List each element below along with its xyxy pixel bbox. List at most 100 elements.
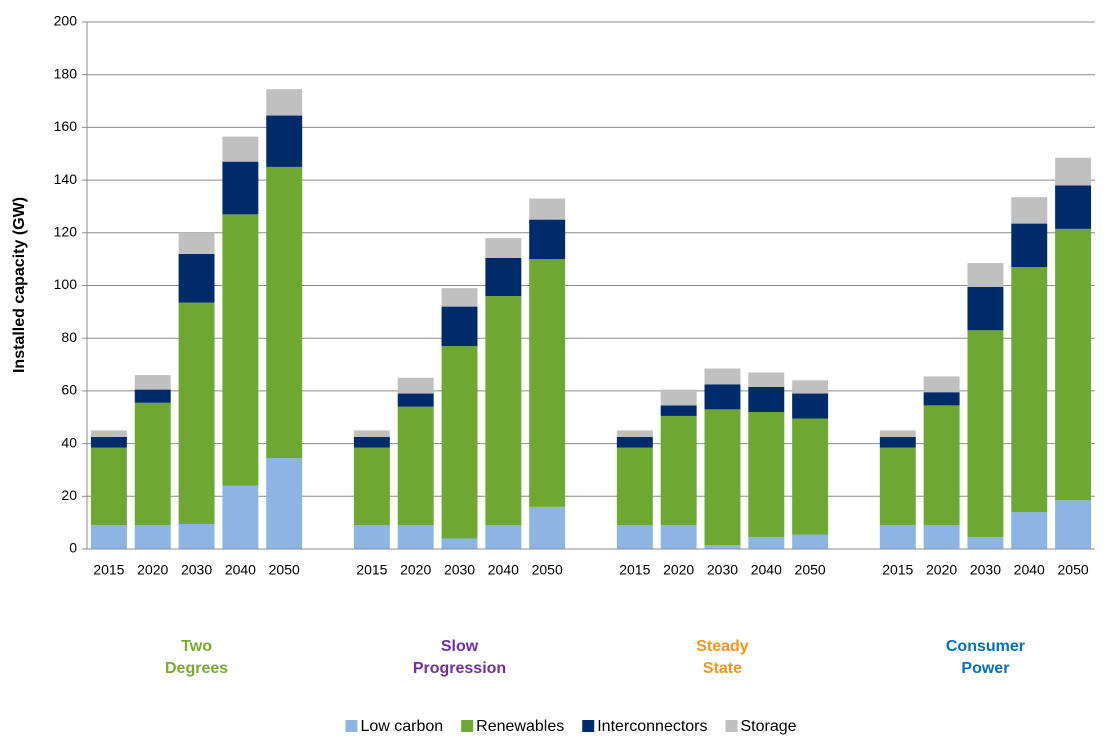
bar-segment [967,286,1004,331]
bar-segment [704,409,741,546]
x-tick-label: 2050 [532,562,563,578]
bar-segment [441,288,478,307]
bar-segment [792,393,829,419]
bar-segment [616,447,653,526]
bar-segment [134,389,171,403]
bar-segment [748,411,785,538]
bar-segment [1011,267,1048,513]
bar-segment [222,136,259,162]
legend-swatch [582,720,595,732]
x-tick-label: 2030 [181,562,212,578]
x-tick-label: 2030 [707,562,738,578]
bar-segment [616,437,653,448]
group-label: Slow Progression [412,638,507,677]
bar-segment [222,214,259,486]
bar-segment [485,296,522,526]
bar-segment [134,402,171,526]
x-tick-label: 2050 [795,562,826,578]
bar-segment [923,376,960,393]
bar-segment [529,506,566,549]
x-tick-label: 2040 [488,562,519,578]
bar-segment [397,377,434,394]
legend-swatch [345,720,358,732]
bar-segment [441,306,478,347]
bar-segment [704,384,741,410]
x-tick-label: 2050 [1058,562,1089,578]
bar-segment [266,115,303,167]
legend-label: Renewables [476,718,564,735]
x-tick-label: 2015 [356,562,387,578]
bar-segment [178,232,215,254]
y-tick-label: 80 [61,329,77,345]
bar-segment [1011,197,1048,224]
bar-segment [90,437,127,448]
bar-segment [485,525,522,549]
bar-segment [792,534,829,549]
x-tick-label: 2030 [970,562,1001,578]
group-label: Steady State [696,638,749,677]
bar-segment [485,238,522,258]
bar-segment [178,302,215,524]
bar-segment [441,538,478,549]
bar-segment [485,257,522,297]
bar-segment [353,437,390,448]
bar-segment [616,430,653,438]
y-tick-label: 60 [61,382,77,398]
bar-segment [704,368,741,385]
bar-segment [1055,185,1092,229]
bar-segment [660,405,697,416]
x-tick-label: 2040 [1014,562,1045,578]
bar-segment [792,418,829,535]
bar-segment [90,447,127,526]
bar-segment [967,537,1004,549]
bar-segment [967,330,1004,538]
bar-segment [134,525,171,549]
legend-swatch [725,720,738,732]
bar-segment [1055,500,1092,549]
bar-segment [1055,228,1092,501]
bar-segment [1011,512,1048,549]
bar-segment [748,386,785,412]
bar-segment [748,372,785,387]
bar-segment [660,415,697,526]
y-tick-label: 100 [54,276,78,292]
bar-segment [923,405,960,526]
bar-segment [879,525,916,549]
group-label: Two Degrees [164,638,229,677]
x-tick-label: 2020 [400,562,431,578]
bar-segment [353,525,390,549]
y-tick-label: 120 [54,224,78,240]
bar-segment [353,430,390,438]
bar-segment [90,430,127,438]
bar-segment [134,375,171,390]
bar-segment [178,523,215,549]
bar-segment [1011,223,1048,268]
bar-segment [441,346,478,539]
x-tick-label: 2050 [269,562,300,578]
legend-label: Interconnectors [597,718,707,735]
y-tick-label: 180 [54,65,78,81]
y-tick-label: 0 [69,540,77,556]
y-axis-label: Installed capacity (GW) [11,197,28,373]
bar-segment [397,525,434,549]
x-tick-label: 2015 [882,562,913,578]
bar-segment [529,198,566,220]
y-tick-label: 140 [54,171,78,187]
y-tick-label: 200 [54,13,78,29]
bar-segment [222,485,259,549]
bar-segment [529,219,566,260]
legend: Low carbon Renewables Interconnectors Stora… [345,718,797,735]
bar-segment [222,161,259,215]
bar-segment [266,458,303,549]
bar-segment [353,447,390,526]
bar-segment [1055,157,1092,186]
x-tick-label: 2015 [619,562,650,578]
x-tick-label: 2020 [137,562,168,578]
bar-segment [792,380,829,394]
bar-segment [879,437,916,448]
bar-segment [266,166,303,459]
y-tick-label: 160 [54,118,78,134]
bar-segment [178,253,215,303]
